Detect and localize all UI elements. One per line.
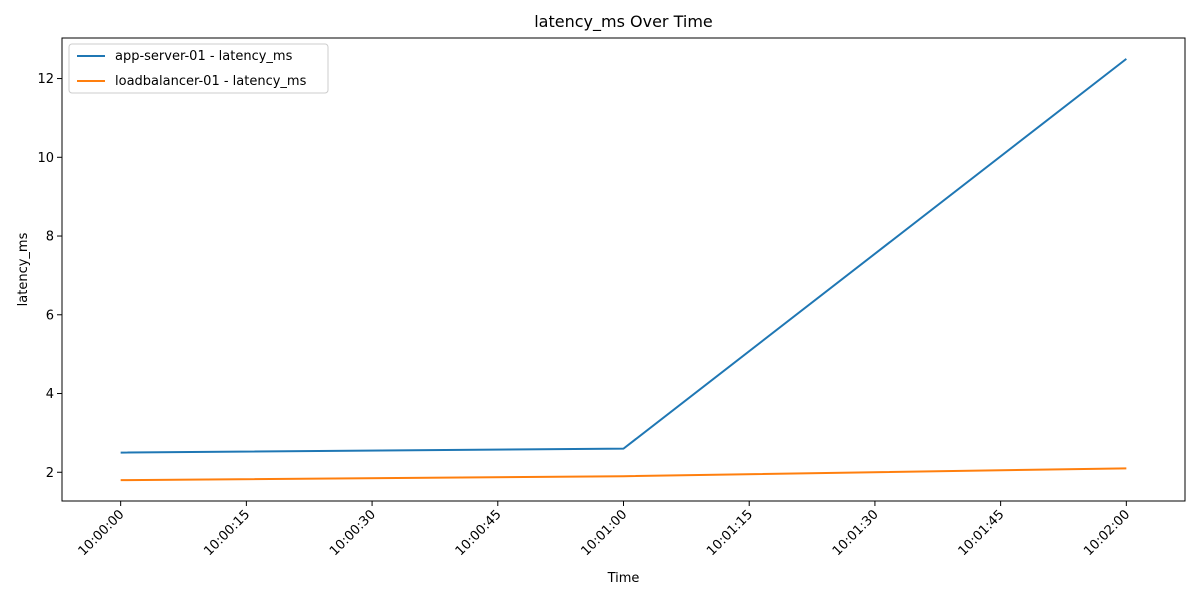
legend-label-loadbalancer-01: loadbalancer-01 - latency_ms (115, 74, 307, 89)
x-tick-label: 10:01:30 (830, 507, 882, 559)
legend: app-server-01 - latency_ms loadbalancer-… (68, 43, 329, 94)
y-tick-label: 8 (46, 230, 54, 245)
y-tick-label: 2 (46, 466, 54, 481)
legend-label-app-server-01: app-server-01 - latency_ms (115, 49, 293, 64)
x-tick-label: 10:01:15 (704, 507, 756, 559)
y-tick-label: 10 (37, 151, 54, 166)
x-tick-label: 10:01:00 (578, 507, 630, 559)
x-axis: 10:00:00 10:00:15 10:00:30 10:00:45 10:01:00… (76, 501, 1133, 559)
legend-box (68, 43, 329, 94)
y-axis: 2 4 6 8 10 12 (37, 72, 62, 481)
y-axis-label: latency_ms (16, 232, 31, 306)
y-tick-label: 4 (46, 387, 54, 402)
plot-frame (61, 37, 1186, 502)
y-tick-label: 12 (37, 72, 54, 87)
series-line-1 (120, 467, 1127, 482)
series-line-0 (120, 58, 1127, 454)
series-layer (120, 58, 1127, 482)
x-axis-label: Time (607, 571, 640, 586)
x-tick-label: 10:00:00 (76, 507, 128, 559)
x-tick-label: 10:00:15 (201, 507, 253, 559)
y-tick-label: 6 (46, 308, 54, 323)
chart-title: latency_ms Over Time (534, 12, 713, 32)
x-tick-label: 10:00:45 (453, 507, 505, 559)
x-tick-label: 10:00:30 (327, 507, 379, 559)
x-tick-label: 10:01:45 (956, 507, 1008, 559)
x-tick-label: 10:02:00 (1081, 507, 1133, 559)
plot-area (62, 38, 1185, 501)
